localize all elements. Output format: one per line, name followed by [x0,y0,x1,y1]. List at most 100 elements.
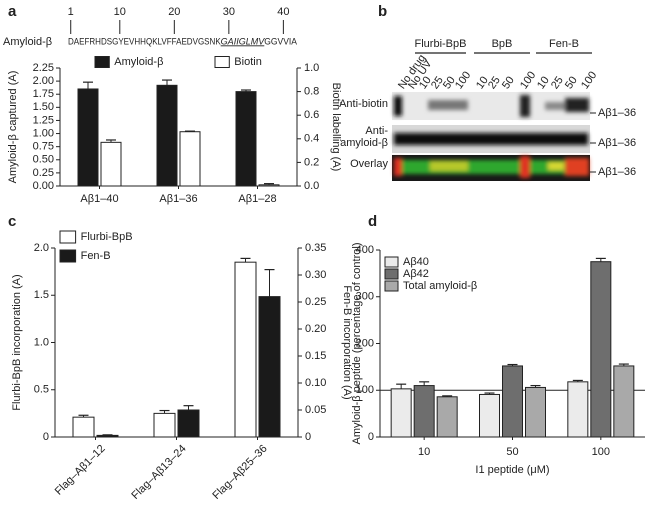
error-bar [241,89,251,92]
sequence-part: GGVVIA [264,36,297,46]
y-tick-label: 0.5 [34,384,49,396]
error-bar [484,392,495,395]
error-bar [264,269,275,297]
bar [502,365,523,438]
bar [100,141,122,187]
legend-label: Fen-B [81,250,111,262]
legend-label: Aβ42 [403,268,429,280]
error-bar [419,381,430,386]
y2-tick-label: 0.2 [304,156,319,168]
lane-label: 100 [518,69,538,91]
blot-image [392,92,590,181]
bar [179,131,201,187]
x-tick-label: Aβ1–28 [238,193,276,205]
legend-label: Total amyloid-β [403,280,477,292]
sequence-label: Amyloid-β [3,36,52,48]
legend-swatch [94,56,110,68]
y-tick-label: 0.75 [33,141,54,153]
y-tick-label: 2.25 [33,62,54,74]
y-tick-label: 0 [43,431,49,443]
lane-label: 10 [417,74,434,91]
error-bar [572,379,583,382]
panel-label: d [368,213,377,230]
y-tick-label: 300 [356,291,374,303]
lane-label: 50 [563,74,580,91]
bar [258,296,281,438]
legend-label: Amyloid-β [114,56,163,68]
error-bar [618,363,629,366]
x-tick-label: Flag–Aβ13–24 [129,443,188,502]
group-label: BpB [492,38,513,50]
y-axis-label: Flurbi-BpB incorporation (A) [11,274,23,410]
residue-number: 20 [168,6,180,18]
residue-number: 40 [277,6,289,18]
error-bar [162,79,172,86]
x-tick-label: Aβ1–40 [80,193,118,205]
bar [590,261,612,438]
y2-tick-label: 0.20 [305,323,326,335]
bar [96,434,119,438]
y2-tick-label: 0.6 [304,109,319,121]
bar [177,409,200,438]
bar [235,91,257,187]
error-bar [106,139,116,143]
error-bar [442,395,453,397]
y-tick-label: 0.25 [33,167,54,179]
error-bar [78,414,89,418]
y-tick-label: 1.50 [33,101,54,113]
y2-tick-label: 0.05 [305,404,326,416]
y2-tick-label: 0.10 [305,377,326,389]
error-bar [102,434,113,436]
y-tick-label: 400 [356,244,374,256]
bar [479,393,500,438]
y2-tick-label: 0.8 [304,86,319,98]
lane-label: 25 [429,74,446,91]
lane-label: 100 [579,69,599,91]
error-bar [595,257,606,262]
band-label: Aβ1–36 [598,137,636,149]
y-tick-label: 1.25 [33,114,54,126]
error-bar [185,130,195,132]
residue-number: 10 [114,6,126,18]
y2-tick-label: 0.0 [304,180,319,192]
error-bar [264,183,274,185]
bar [613,365,635,438]
lane-label: 50 [500,74,517,91]
x-axis-label: I1 peptide (μM) [475,464,549,476]
bar [156,84,178,187]
legend-swatch [384,280,399,292]
lane-label: 50 [441,74,458,91]
bar [72,416,95,438]
error-bar [530,384,541,388]
lane-label: 10 [535,74,552,91]
x-tick-label: Aβ1–36 [159,193,197,205]
y-tick-label: 1.0 [34,336,49,348]
lane-label: 100 [453,69,473,91]
legend-label: Flurbi-BpB [81,231,133,243]
y2-tick-label: 0.15 [305,350,326,362]
y-tick-label: 2.00 [33,75,54,87]
bar [77,88,99,187]
legend-swatch [384,268,399,280]
x-tick-label: Flag–Aβ1–12 [53,443,108,498]
y-tick-label: 1.00 [33,127,54,139]
y-tick-label: 0.00 [33,180,54,192]
y-axis-label: Amyloid-β peptide (percentage of control… [351,243,363,445]
y-tick-label: 100 [356,384,374,396]
y-tick-label: 1.75 [33,88,54,100]
sequence-part: DAEFRHDSGYEVHHQKLVFFAEDVGSNK [68,36,221,46]
y-tick-label: 2.0 [34,242,49,254]
bar [567,381,589,438]
residue-number: 1 [68,6,74,18]
panel-label: b [378,3,387,20]
bar [436,396,458,438]
y2-tick-label: 0.35 [305,242,326,254]
error-bar [240,257,251,263]
panel-label: a [8,3,17,20]
y-tick-label: 0.50 [33,154,54,166]
bar [153,412,176,438]
band-label: Aβ1–36 [598,166,636,178]
legend-swatch [384,256,399,268]
y2-tick-label: 0.4 [304,133,319,145]
